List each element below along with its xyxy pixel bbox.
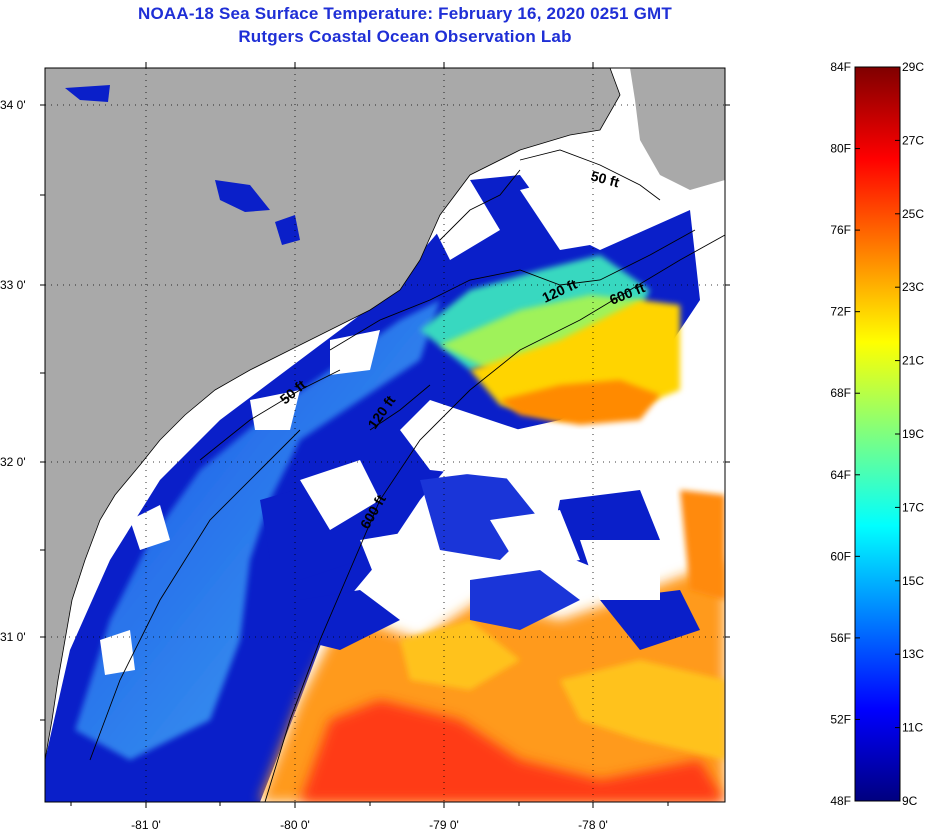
colorbar-c-label: 19C <box>902 427 924 441</box>
colorbar-f-label: 64F <box>830 468 851 482</box>
coastline <box>45 68 621 761</box>
colorbar-f-label: 56F <box>830 631 851 645</box>
colorbar-fahrenheit-labels: 84F 80F 76F 72F 68F 64F 60F 56F 52F 48F <box>830 60 860 808</box>
colorbar-f-label: 48F <box>830 794 851 808</box>
colorbar-c-label: 27C <box>902 133 924 147</box>
colorbar-f-label: 60F <box>830 549 851 563</box>
land-mass-ne <box>630 68 725 190</box>
colorbar-f-label: 68F <box>830 386 851 400</box>
contour-label: 50 ft <box>589 167 621 190</box>
longitude-axis: -81 0' -80 0' -79 0' -78 0' <box>70 62 669 832</box>
graticule <box>45 68 725 802</box>
colorbar-c-label: 17C <box>902 500 924 514</box>
colorbar-f-label: 80F <box>830 142 851 156</box>
colorbar-c-label: 13C <box>902 647 924 661</box>
colorbar-celsius-labels: 29C 27C 25C 23C 21C 19C 17C 15C 13C 11C 9C <box>895 60 924 808</box>
latitude-axis: 34 0' 33 0' 32 0' 31 0' <box>0 98 730 721</box>
land-mass <box>45 68 620 760</box>
map-subtitle: Rutgers Coastal Ocean Observation Lab <box>238 27 572 46</box>
colorbar-c-label: 29C <box>902 60 924 74</box>
lon-tick-label: -80 0' <box>280 818 310 832</box>
map-frame <box>44 67 726 803</box>
colorbar-c-label: 25C <box>902 207 924 221</box>
colorbar-c-label: 11C <box>902 721 923 735</box>
colorbar-c-label: 21C <box>902 354 924 368</box>
colorbar-f-label: 72F <box>830 305 851 319</box>
colorbar-c-label: 9C <box>902 794 918 808</box>
lat-tick-label: 34 0' <box>0 98 26 112</box>
colorbar-f-label: 76F <box>830 223 851 237</box>
colorbar-f-label: 84F <box>830 60 851 74</box>
colorbar-f-label: 52F <box>830 712 851 726</box>
lat-tick-label: 33 0' <box>0 278 26 292</box>
lon-tick-label: -78 0' <box>578 818 608 832</box>
colorbar-c-label: 23C <box>902 280 924 294</box>
lat-tick-label: 31 0' <box>0 630 26 644</box>
colorbar-c-label: 15C <box>902 574 924 588</box>
lat-tick-label: 32 0' <box>0 455 26 469</box>
isobath-lines <box>89 149 725 802</box>
lon-tick-label: -79 0' <box>429 818 459 832</box>
map-title: NOAA-18 Sea Surface Temperature: Februar… <box>138 4 672 23</box>
lon-tick-label: -81 0' <box>131 818 161 832</box>
colorbar-scale <box>854 66 901 802</box>
